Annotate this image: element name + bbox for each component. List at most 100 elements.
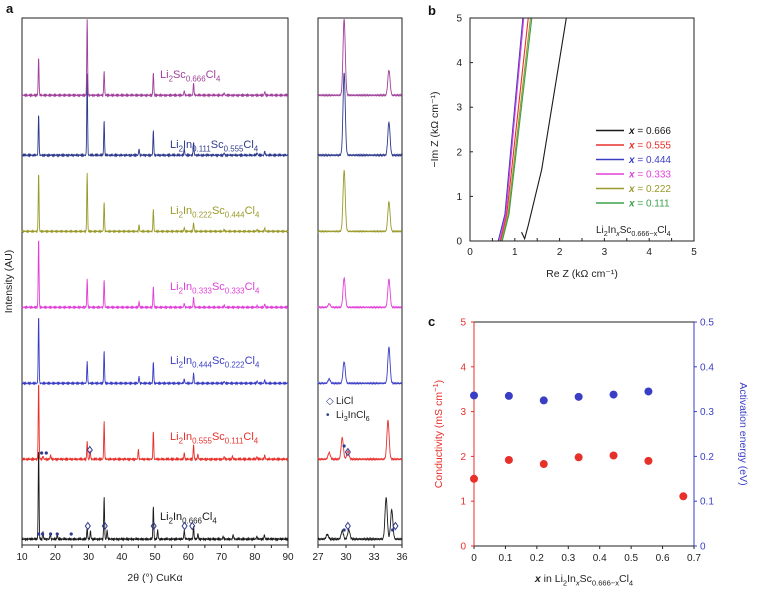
y-left-tick-label: 3 [460, 407, 466, 418]
legend-label: x = 0.666 [628, 126, 671, 137]
li3incl6-marker [55, 532, 59, 536]
x-tick-label: 20 [50, 552, 62, 563]
x-tick-label: 3 [602, 247, 608, 258]
panel-letter-a: a [6, 1, 14, 16]
y-right-axis-label: Activation energy (eV) [737, 382, 749, 485]
series-label-0: Li2In0.666Cl4 [160, 511, 217, 526]
x-tick-label: 0.3 [561, 553, 575, 564]
x-tick-label: 0.5 [624, 553, 638, 564]
x-tick-label: 33 [368, 552, 380, 563]
xrd-trace-5 [21, 73, 289, 158]
legend-label: x = 0.333 [628, 170, 671, 181]
conductivity-panel: 0 0.1 0.2 0.3 0.4 0.5 0.6 0.701234500.10.20.30.… [431, 318, 749, 588]
x-axis-label: 2θ (°) CuKα [127, 572, 182, 584]
y-left-tick-label: 4 [460, 362, 466, 373]
xrd-main-panel: 10 20 30 40 50 60 70 80 90 2θ (°) CuKα Intensity (… [3, 17, 294, 584]
y-right-tick-label: 0 [700, 542, 706, 553]
zoom-trace-1 [317, 419, 403, 462]
nyquist-curve-1 [499, 17, 529, 242]
series-label-2: Li2In0.444Sc0.222Cl4 [170, 355, 260, 370]
nyquist-curve-0 [521, 17, 567, 241]
series-label-4: Li2In0.222Sc0.444Cl4 [170, 205, 260, 220]
licl-marker [392, 521, 399, 531]
li3incl6-marker [37, 532, 41, 536]
legend-label: x = 0.444 [628, 155, 671, 166]
x-tick-label: 90 [282, 552, 294, 563]
li3incl6-marker [342, 528, 346, 532]
conductivity-point [679, 492, 688, 501]
series-label-5: Li2In0.111Sc0.555Cl4 [170, 139, 259, 154]
zoom-trace-2 [317, 346, 403, 386]
x-tick-label: 36 [396, 552, 408, 563]
x-axis-label: Re Z (kΩ cm⁻¹) [546, 268, 618, 280]
x-tick-label: 30 [340, 552, 352, 563]
li3incl6-marker [391, 528, 395, 532]
x-axis-label: x in Li2InxSc0.666−xCl4 [534, 573, 633, 587]
y-right-tick-label: 0.5 [700, 318, 714, 329]
y-left-axis-label: Conductivity (mS cm−1) [431, 380, 445, 488]
x-tick-label: 27 [312, 552, 324, 563]
x-tick-label: 50 [149, 552, 161, 563]
legend-symbol: • [326, 410, 330, 421]
panel-letter-c: c [428, 314, 435, 329]
legend-label: LiCl [336, 396, 353, 407]
li3incl6-marker [40, 451, 44, 455]
x-tick-label: 5 [691, 247, 697, 258]
legend-label: x = 0.111 [628, 199, 670, 210]
x-tick-label: 40 [116, 552, 128, 563]
x-tick-label: 0.6 [656, 553, 670, 564]
panel-letter-b: b [428, 3, 436, 18]
x-tick-label: 0.7 [687, 553, 701, 564]
legend-title: Li2InxSc0.666−xCl4 [596, 225, 671, 238]
activation-energy-point [644, 387, 653, 396]
li3incl6-marker [342, 444, 346, 448]
zoom-trace-0 [317, 497, 403, 542]
licl-marker [344, 521, 351, 531]
y-right-tick-label: 0.3 [700, 407, 714, 418]
nyquist-panel: 0 1 2 3 4 5 0 1 2 3 4 5 Re Z (kΩ cm⁻¹) −Im Z (kΩ cm⁻¹… [429, 14, 697, 281]
y-right-tick-label: 0.2 [700, 452, 714, 463]
licl-marker [101, 521, 108, 531]
y-tick-label: 5 [456, 14, 462, 25]
legend-label: x = 0.555 [628, 141, 671, 152]
xrd-trace-2 [21, 317, 289, 386]
conductivity-point [539, 460, 548, 469]
nyquist-curve-3 [499, 17, 525, 242]
li3incl6-marker [41, 532, 45, 536]
conductivity-point [470, 474, 478, 483]
activation-energy-point [504, 391, 513, 400]
y-axis-label: −Im Z (kΩ cm⁻¹) [429, 91, 441, 167]
nyquist-curve-4 [500, 17, 532, 242]
y-left-tick-label: 0 [460, 542, 466, 553]
zoom-trace-5 [317, 72, 403, 158]
y-tick-label: 1 [456, 192, 462, 203]
x-tick-label: 4 [646, 247, 652, 258]
licl-marker [189, 521, 196, 531]
plot-frame [473, 321, 695, 547]
li3incl6-marker [44, 451, 48, 455]
y-right-tick-label: 0.4 [700, 362, 714, 373]
zoom-trace-3 [317, 276, 403, 310]
nyquist-curve-2 [497, 17, 524, 242]
y-left-tick-label: 1 [460, 497, 466, 508]
x-tick-label: 0 [467, 247, 473, 258]
y-tick-label: 0 [456, 237, 462, 248]
x-tick-label: 70 [216, 552, 228, 563]
licl-marker [86, 445, 93, 455]
conductivity-point [574, 453, 583, 462]
xrd-trace-6 [21, 19, 289, 98]
xrd-trace-0 [21, 451, 289, 542]
y-right-tick-label: 0.1 [700, 497, 714, 508]
x-tick-label: 60 [183, 552, 195, 563]
legend-label: x = 0.222 [628, 184, 671, 195]
conductivity-point [644, 456, 653, 465]
x-tick-label: 30 [83, 552, 95, 563]
legend-label: Li3InCl6 [336, 410, 370, 423]
series-label-1: Li2In0.555Sc0.111Cl4 [170, 431, 259, 446]
xrd-zoom-panel: 27 30 33 36 ◇ LiCl • Li3InCl6 [312, 17, 408, 563]
x-tick-label: 2 [557, 247, 563, 258]
y-left-tick-label: 5 [460, 318, 466, 329]
x-tick-label: 0.1 [498, 553, 512, 564]
x-tick-label: 0.2 [530, 553, 544, 564]
